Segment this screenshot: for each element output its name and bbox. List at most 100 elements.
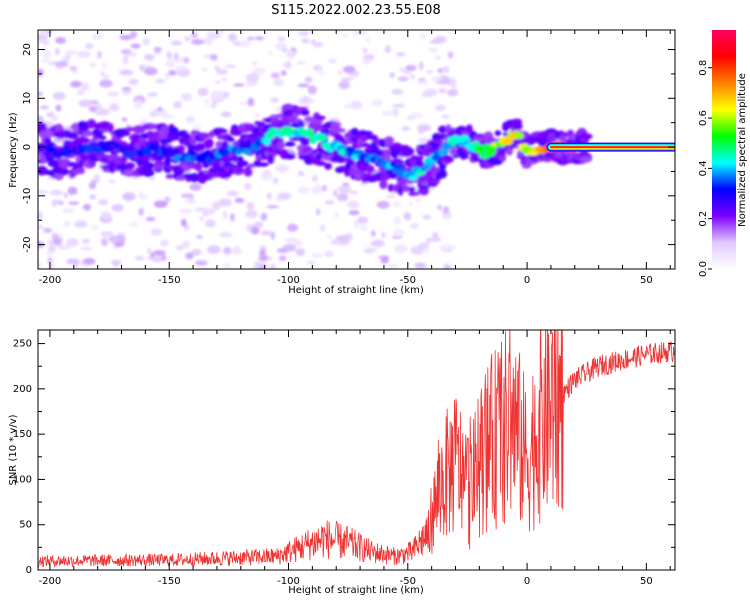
noise-blob bbox=[240, 39, 251, 48]
noise-blob bbox=[66, 238, 80, 247]
ridge-blob bbox=[242, 148, 252, 155]
noise-blob bbox=[342, 65, 356, 74]
colorbar-gradient bbox=[712, 30, 736, 269]
noise-blob bbox=[437, 204, 442, 211]
band-blob bbox=[462, 154, 469, 159]
band-blob bbox=[121, 130, 131, 137]
band-blob bbox=[310, 122, 323, 132]
noise-blob bbox=[101, 61, 107, 70]
noise-blob bbox=[243, 183, 253, 190]
noise-blob bbox=[419, 33, 428, 39]
snr-panel: -200 -150 -100 -50 0 50 0 50 100 150 200 250 Height… bbox=[8, 329, 676, 596]
noise-blob bbox=[130, 43, 141, 49]
noise-blob bbox=[273, 78, 284, 87]
band-blob bbox=[408, 186, 416, 193]
noise-blob bbox=[447, 51, 454, 59]
noise-blob bbox=[266, 205, 280, 209]
noise-blob bbox=[410, 112, 423, 119]
band-blob bbox=[190, 172, 199, 183]
spectrogram-xtick-label: -200 bbox=[39, 275, 62, 286]
noise-blob bbox=[167, 70, 177, 76]
noise-blob bbox=[431, 76, 443, 83]
noise-blob bbox=[215, 68, 228, 75]
noise-blob bbox=[42, 30, 48, 37]
band-blob bbox=[384, 136, 395, 145]
noise-blob bbox=[145, 216, 156, 222]
band-blob bbox=[379, 179, 388, 190]
noise-blob bbox=[39, 105, 50, 110]
band-blob bbox=[198, 132, 210, 140]
noise-blob bbox=[280, 70, 287, 76]
band-blob bbox=[147, 162, 155, 169]
noise-blob bbox=[77, 50, 91, 59]
band-blob bbox=[360, 142, 373, 148]
noise-blob bbox=[139, 64, 145, 72]
band-blob bbox=[215, 141, 224, 149]
noise-blob bbox=[67, 186, 78, 196]
noise-blob bbox=[84, 43, 94, 50]
noise-blob bbox=[51, 116, 59, 121]
noise-blob bbox=[180, 92, 193, 102]
noise-blob bbox=[43, 227, 53, 233]
noise-blob bbox=[148, 177, 157, 181]
snr-ytick-label: 150 bbox=[13, 429, 32, 440]
noise-blob bbox=[270, 231, 276, 240]
noise-blob bbox=[260, 230, 272, 236]
spectrogram-ytick-label: 0 bbox=[22, 144, 33, 150]
noise-blob bbox=[66, 258, 80, 265]
noise-blob bbox=[315, 182, 320, 192]
colorbar-label: Normalized spectral amplitude bbox=[737, 73, 748, 227]
noise-blob bbox=[340, 77, 354, 82]
noise-blob bbox=[278, 255, 287, 262]
noise-blob bbox=[79, 82, 90, 91]
noise-blob bbox=[143, 67, 158, 76]
noise-blob bbox=[224, 64, 236, 68]
band-blob bbox=[76, 137, 91, 144]
noise-blob bbox=[252, 67, 266, 75]
noise-blob bbox=[130, 30, 138, 39]
band-blob bbox=[194, 161, 203, 172]
noise-blob bbox=[111, 203, 124, 212]
noise-blob bbox=[436, 80, 449, 85]
noise-blob bbox=[74, 220, 88, 228]
noise-blob bbox=[259, 249, 266, 257]
snr-ytick-label: 0 bbox=[26, 565, 32, 576]
spectrogram-frame bbox=[37, 29, 676, 270]
noise-blob bbox=[371, 239, 385, 248]
spectrogram-ytick-label: 10 bbox=[22, 92, 33, 105]
noise-blob bbox=[185, 116, 196, 124]
noise-blob bbox=[432, 231, 439, 239]
ridge-blob bbox=[352, 149, 365, 156]
noise-blob bbox=[204, 98, 210, 106]
noise-blob bbox=[233, 83, 245, 87]
noise-blob bbox=[247, 36, 256, 41]
noise-blob bbox=[392, 104, 406, 108]
noise-blob bbox=[55, 37, 66, 44]
noise-blob bbox=[396, 52, 406, 57]
ridge-blob bbox=[389, 161, 397, 168]
spectrogram-ytick-label: -10 bbox=[22, 188, 33, 204]
noise-blob bbox=[311, 175, 318, 183]
noise-blob bbox=[164, 196, 171, 203]
band-blob bbox=[521, 162, 532, 169]
noise-blob bbox=[160, 239, 169, 247]
band-blob bbox=[74, 167, 86, 175]
noise-blob bbox=[442, 206, 450, 214]
band-blob bbox=[164, 155, 172, 165]
noise-blob bbox=[151, 255, 163, 263]
noise-blob bbox=[350, 100, 363, 110]
noise-blob bbox=[324, 250, 334, 258]
noise-blob bbox=[403, 211, 412, 221]
noise-blob bbox=[194, 207, 208, 212]
band-blob bbox=[505, 147, 513, 156]
band-blob bbox=[153, 164, 163, 170]
noise-blob bbox=[434, 55, 442, 60]
noise-blob bbox=[63, 220, 71, 228]
noise-blob bbox=[226, 190, 239, 197]
noise-blob bbox=[234, 197, 245, 204]
noise-blob bbox=[393, 228, 405, 237]
band-blob bbox=[127, 162, 136, 169]
noise-blob bbox=[337, 185, 352, 193]
